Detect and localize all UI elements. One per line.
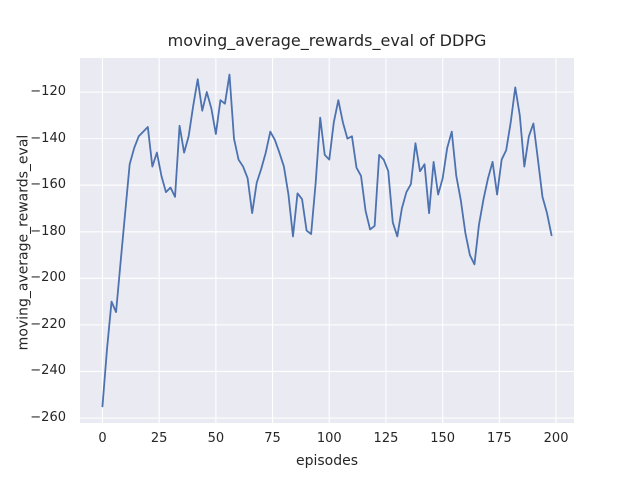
x-tick-label: 0 (98, 431, 107, 446)
x-tick-label: 75 (264, 431, 281, 446)
y-tick-label: −200 (30, 270, 66, 286)
y-tick-label: −240 (30, 363, 66, 379)
reward-line (101, 73, 553, 408)
y-tick-label: −260 (30, 410, 66, 426)
y-tick-label: −180 (30, 223, 66, 239)
x-axis-label: episodes (295, 453, 359, 469)
x-tick-label: 175 (486, 431, 512, 446)
plot-area (80, 58, 574, 423)
x-tick-label: 125 (373, 431, 399, 446)
y-tick-label: −140 (30, 130, 66, 146)
y-tick-label: −160 (30, 177, 66, 193)
y-tick-label: −220 (30, 316, 66, 332)
x-tick-label: 100 (316, 431, 342, 446)
grid-lines (80, 58, 574, 423)
plot-background (80, 58, 574, 423)
x-tick-label: 50 (207, 431, 225, 446)
chart-title: moving_average_rewards_eval of DDPG (167, 31, 487, 50)
x-tick-label: 150 (430, 431, 456, 446)
x-tick-label: 25 (150, 431, 168, 446)
y-tick-label: −120 (30, 84, 66, 100)
y-axis-label: moving_average_rewards_eval (15, 134, 32, 351)
x-tick-label: 200 (543, 431, 569, 446)
